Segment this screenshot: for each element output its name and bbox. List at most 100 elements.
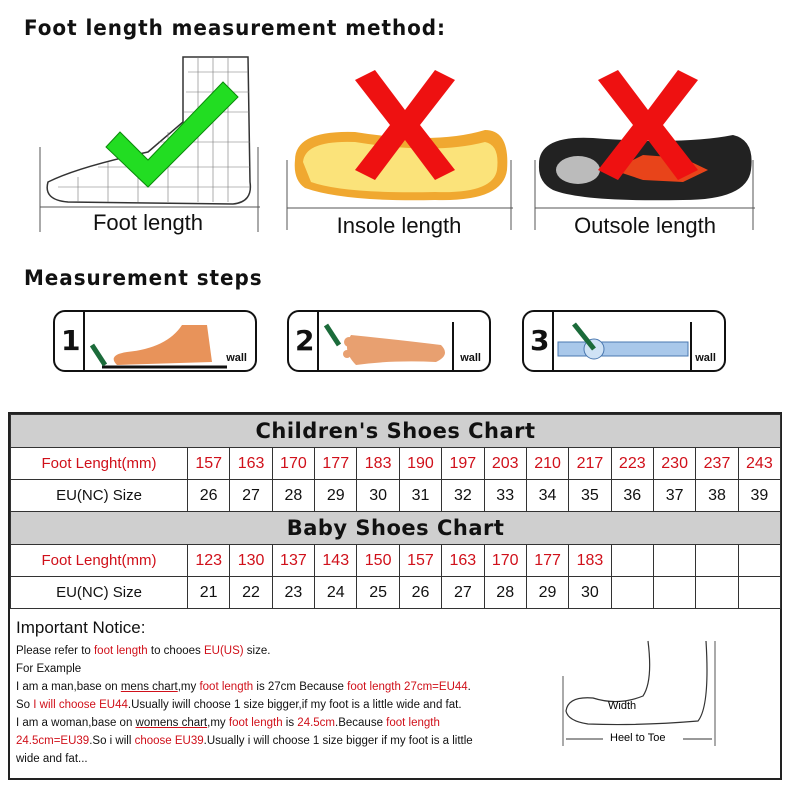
table-cell: 26 bbox=[186, 479, 231, 512]
row-label: EU(NC) Size bbox=[10, 576, 188, 609]
page-title: Foot length measurement method: bbox=[24, 16, 446, 40]
table-cell: 177 bbox=[314, 447, 358, 480]
table-cell bbox=[652, 576, 697, 609]
table-cell: 25 bbox=[356, 576, 400, 609]
outsole-image bbox=[534, 70, 755, 230]
table-cell bbox=[610, 576, 654, 609]
ruler-icon bbox=[557, 322, 692, 370]
cross-icon bbox=[598, 70, 698, 180]
notice-text: .So i will bbox=[89, 735, 135, 747]
table-cell bbox=[652, 544, 697, 577]
table-cell: 130 bbox=[229, 544, 273, 577]
notice-text: is 27cm Because bbox=[253, 681, 348, 693]
notice-text: 24.5cm bbox=[297, 717, 336, 729]
notice-line: I am a woman,base on womens chart,my foo… bbox=[16, 714, 546, 732]
table-cell: 36 bbox=[610, 479, 654, 512]
notice-text: size. bbox=[243, 645, 271, 657]
table-cell: 243 bbox=[737, 447, 782, 480]
table-cell: 177 bbox=[525, 544, 570, 577]
notice-text: . bbox=[467, 681, 471, 693]
table-cell: 26 bbox=[398, 576, 443, 609]
foot-measure-diagram: Width Heel to Toe bbox=[562, 640, 716, 746]
table-cell: 30 bbox=[356, 479, 400, 512]
table-cell bbox=[737, 576, 782, 609]
table-cell: 24 bbox=[314, 576, 358, 609]
table-cell: 237 bbox=[695, 447, 739, 480]
table-cell: 190 bbox=[398, 447, 443, 480]
foot-side-icon bbox=[89, 325, 227, 369]
table-cell: 29 bbox=[525, 576, 570, 609]
notice-text: to chooes bbox=[147, 645, 204, 657]
notice-text: Please refer to bbox=[16, 645, 94, 657]
table-cell: 38 bbox=[695, 479, 739, 512]
notice-text: foot length bbox=[228, 717, 283, 729]
wall-label: wall bbox=[226, 352, 247, 364]
table-cell: 23 bbox=[271, 576, 316, 609]
heel-to-toe-label: Heel to Toe bbox=[610, 732, 665, 744]
notice-text: foot length bbox=[386, 717, 440, 729]
table-cell: 210 bbox=[525, 447, 570, 480]
table-cell bbox=[610, 544, 654, 577]
row-label: EU(NC) Size bbox=[10, 479, 188, 512]
notice-line: 24.5cm=EU39.So i will choose EU39.Usuall… bbox=[16, 732, 546, 750]
table-cell: 34 bbox=[525, 479, 570, 512]
notice-line: For Example bbox=[16, 663, 82, 675]
table-cell: 123 bbox=[186, 544, 231, 577]
step-1: 1 wall bbox=[53, 310, 257, 372]
table-cell bbox=[695, 576, 739, 609]
notice-text: I am a man,base on bbox=[16, 681, 121, 693]
notice-text: foot length bbox=[199, 681, 254, 693]
notice-text: foot length 27cm=EU44 bbox=[347, 681, 468, 693]
notice-line: Please refer to foot length to chooes EU… bbox=[16, 642, 546, 660]
table-cell: 163 bbox=[441, 544, 485, 577]
table-cell: 157 bbox=[186, 447, 231, 480]
notice-text: foot length bbox=[93, 645, 148, 657]
size-chart: Children's Shoes Chart Foot Lenght(mm) 15… bbox=[8, 412, 782, 780]
notice-text: choose EU39 bbox=[134, 735, 204, 747]
table-cell: 170 bbox=[271, 447, 316, 480]
table-cell: 35 bbox=[568, 479, 612, 512]
table-cell bbox=[695, 544, 739, 577]
foot-top-icon bbox=[323, 322, 454, 370]
table-cell: 197 bbox=[441, 447, 485, 480]
step-number: 1 bbox=[61, 324, 81, 357]
table-cell: 37 bbox=[652, 479, 697, 512]
notice-text: I will choose EU44 bbox=[33, 699, 128, 711]
table-cell: 157 bbox=[398, 544, 443, 577]
notice-text: ,my bbox=[207, 717, 229, 729]
notice-text: .Usually i will choose 1 size bigger if … bbox=[203, 735, 473, 747]
method-label: Outsole length bbox=[574, 213, 716, 238]
row-label: Foot Lenght(mm) bbox=[10, 544, 188, 577]
table-cell: 28 bbox=[483, 576, 527, 609]
method-label: Foot length bbox=[92, 210, 204, 235]
important-notice: Important Notice: Please refer to foot l… bbox=[16, 618, 546, 768]
table-cell: 27 bbox=[441, 576, 485, 609]
notice-text: ,my bbox=[177, 681, 200, 693]
table-cell: 33 bbox=[483, 479, 527, 512]
children-chart-title: Children's Shoes Chart bbox=[9, 414, 782, 448]
notice-line: wide and fat... bbox=[16, 753, 88, 765]
notice-text: mens chart bbox=[120, 681, 178, 693]
notice-line: I am a man,base on mens chart,my foot le… bbox=[16, 678, 546, 696]
notice-title: Important Notice: bbox=[16, 618, 146, 637]
wall-label: wall bbox=[695, 352, 716, 364]
width-label: Width bbox=[608, 700, 636, 712]
table-cell: 217 bbox=[568, 447, 612, 480]
notice-line: So I will choose EU44.Usually iwill choo… bbox=[16, 696, 546, 714]
table-cell: 30 bbox=[568, 576, 612, 609]
notice-text: I am a woman,base on bbox=[16, 717, 136, 729]
section-title: Measurement steps bbox=[24, 266, 263, 290]
table-cell: 203 bbox=[483, 447, 527, 480]
notice-text: So bbox=[16, 699, 34, 711]
notice-text: .Usually iwill choose 1 size bigger,if m… bbox=[127, 699, 462, 711]
table-cell: 163 bbox=[229, 447, 273, 480]
table-cell: 32 bbox=[441, 479, 485, 512]
table-cell: 27 bbox=[229, 479, 273, 512]
check-icon bbox=[105, 81, 239, 188]
notice-text: 24.5cm=EU39 bbox=[16, 735, 90, 747]
table-cell: 223 bbox=[610, 447, 654, 480]
step-number: 3 bbox=[530, 324, 550, 357]
table-cell: 21 bbox=[186, 576, 231, 609]
table-cell: 28 bbox=[271, 479, 316, 512]
table-cell: 31 bbox=[398, 479, 443, 512]
